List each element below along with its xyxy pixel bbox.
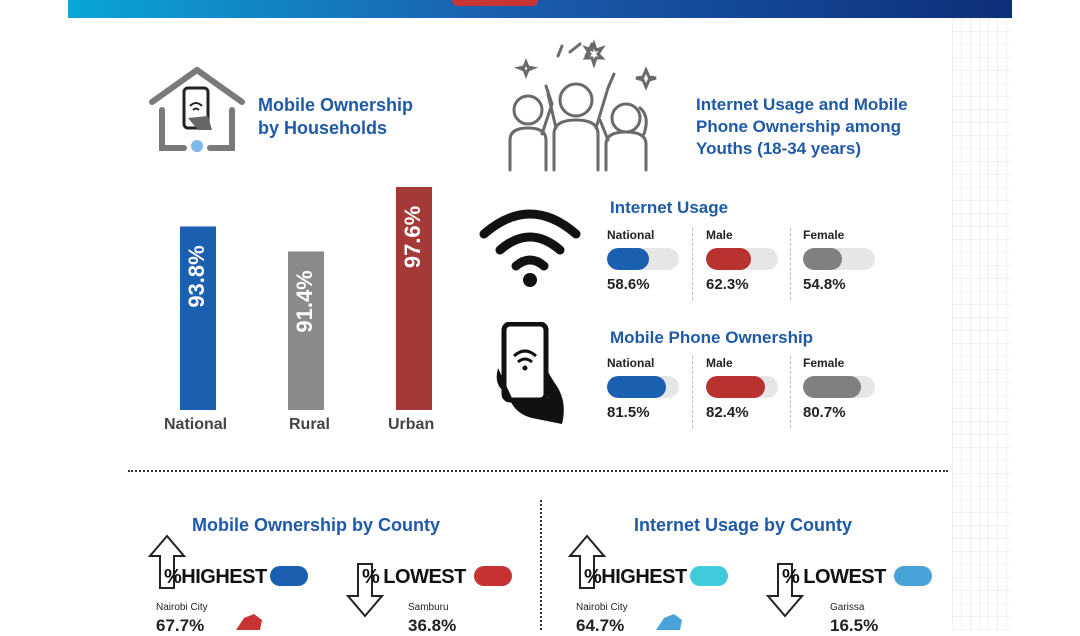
internet-bar-fill-female bbox=[803, 248, 843, 270]
lowest-label-internet: % LOWEST bbox=[782, 566, 886, 588]
mobile-label-male: Male bbox=[706, 356, 733, 370]
household-title-line1: Mobile Ownership bbox=[258, 95, 414, 115]
bar-rural bbox=[288, 251, 324, 410]
mobile-bar-track-female bbox=[803, 376, 875, 398]
top-banner bbox=[68, 0, 1012, 18]
wifi-icon bbox=[479, 209, 581, 287]
internet-bar-track-female bbox=[803, 248, 875, 270]
highest-word: HIGHEST bbox=[181, 566, 267, 588]
youth-title-line3: Youths (18-34 years) bbox=[696, 139, 862, 158]
internet-bar-track-male bbox=[706, 248, 778, 270]
mobile-value-national: 81.5% bbox=[607, 404, 650, 421]
household-bar-chart: 93.8% 91.4% 97.6% bbox=[180, 186, 432, 410]
divider bbox=[692, 356, 693, 428]
lowest-county-mobile: Samburu bbox=[408, 602, 449, 613]
county-map-shape bbox=[236, 614, 262, 630]
internet-bar-fill-national bbox=[607, 248, 650, 270]
circuit-pattern bbox=[952, 18, 1012, 630]
internet-label-female: Female bbox=[803, 228, 845, 242]
county-internet-title: Internet Usage by County bbox=[634, 515, 853, 535]
phone-hand-icon bbox=[496, 322, 564, 424]
bar-value-urban: 97.6% bbox=[400, 206, 425, 268]
youth-title-line1: Internet Usage and Mobile bbox=[696, 95, 908, 114]
top-tab bbox=[452, 0, 538, 6]
cheering-youths-icon bbox=[508, 39, 657, 172]
internet-usage-title: Internet Usage bbox=[610, 198, 729, 217]
lowest-label-mobile: % LOWEST bbox=[362, 566, 466, 588]
mobile-ownership-title: Mobile Phone Ownership bbox=[610, 328, 814, 347]
internet-label-national: National bbox=[607, 228, 655, 242]
mobile-bar-fill-female bbox=[803, 376, 862, 398]
internet-label-male: Male bbox=[706, 228, 733, 242]
bar-value-rural: 91.4% bbox=[292, 270, 317, 332]
down-arrow-icon bbox=[766, 563, 804, 618]
house-phone-icon bbox=[149, 67, 245, 152]
highest-county-mobile: Nairobi City bbox=[156, 602, 208, 613]
column-divider bbox=[540, 500, 542, 630]
bar-label-urban: Urban bbox=[388, 416, 435, 433]
county-mobile-title: Mobile Ownership by County bbox=[192, 515, 441, 535]
lowest-county-internet: Garissa bbox=[830, 602, 865, 613]
lowest-pill-mobile bbox=[474, 566, 512, 586]
internet-value-national: 58.6% bbox=[607, 276, 650, 293]
up-arrow-icon bbox=[568, 534, 606, 589]
highest-pill-mobile bbox=[270, 566, 308, 586]
internet-value-female: 54.8% bbox=[803, 276, 846, 293]
youth-title-line2: Phone Ownership among bbox=[696, 117, 901, 136]
highest-county-internet: Nairobi City bbox=[576, 602, 628, 613]
section-divider bbox=[128, 470, 948, 472]
youth-title: Internet Usage and Mobile Phone Ownershi… bbox=[696, 94, 908, 160]
internet-value-male: 62.3% bbox=[706, 276, 749, 293]
down-arrow-icon bbox=[346, 563, 384, 618]
highest-label-internet: %HIGHEST bbox=[584, 566, 687, 588]
bar-label-rural: Rural bbox=[289, 416, 330, 433]
internet-bar-track-national bbox=[607, 248, 679, 270]
divider bbox=[790, 228, 791, 300]
highest-label-mobile: %HIGHEST bbox=[164, 566, 267, 588]
mobile-bar-track-male bbox=[706, 376, 778, 398]
highest-pill-internet bbox=[690, 566, 728, 586]
lowest-word: LOWEST bbox=[803, 566, 886, 588]
household-title-line2: by Households bbox=[258, 118, 388, 138]
highest-value-mobile: 67.7% bbox=[156, 616, 205, 635]
highest-word: HIGHEST bbox=[601, 566, 687, 588]
mobile-value-male: 82.4% bbox=[706, 404, 749, 421]
bar-value-national: 93.8% bbox=[184, 245, 209, 307]
internet-bar-fill-male bbox=[706, 248, 751, 270]
bar-national bbox=[180, 226, 216, 410]
bar-label-national: National bbox=[164, 416, 228, 433]
highest-value-internet: 64.7% bbox=[576, 616, 625, 635]
mobile-bar-fill-male bbox=[706, 376, 766, 398]
lowest-pill-internet bbox=[894, 566, 932, 586]
lowest-value-internet: 16.5% bbox=[830, 616, 879, 635]
mobile-bar-fill-national bbox=[607, 376, 666, 398]
bar-urban bbox=[396, 186, 432, 410]
divider bbox=[790, 356, 791, 428]
divider bbox=[692, 228, 693, 300]
household-title: Mobile Ownership by Households bbox=[258, 94, 413, 140]
up-arrow-icon bbox=[148, 534, 186, 589]
lowest-value-mobile: 36.8% bbox=[408, 616, 457, 635]
mobile-label-female: Female bbox=[803, 356, 845, 370]
mobile-value-female: 80.7% bbox=[803, 404, 846, 421]
mobile-bar-track-national bbox=[607, 376, 679, 398]
mobile-label-national: National bbox=[607, 356, 655, 370]
county-map-shape bbox=[656, 614, 682, 630]
lowest-word: LOWEST bbox=[383, 566, 466, 588]
